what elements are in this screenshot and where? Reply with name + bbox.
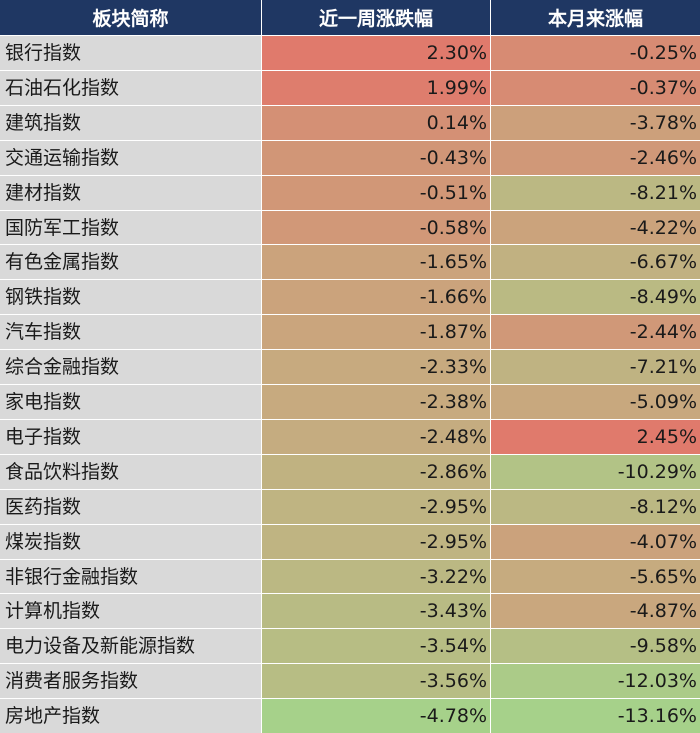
month-change-cell: -2.46%: [491, 140, 700, 175]
month-change-cell: -7.21%: [491, 350, 700, 385]
week-change-cell: 0.14%: [262, 105, 491, 140]
week-change-cell: -2.86%: [262, 454, 491, 489]
week-change-cell: -3.22%: [262, 559, 491, 594]
table-row: 综合金融指数 -2.33% -7.21%: [0, 349, 700, 385]
sector-name-cell: 电子指数: [0, 419, 262, 454]
week-change-cell: -0.43%: [262, 140, 491, 175]
table-row: 有色金属指数 -1.65% -6.67%: [0, 244, 700, 280]
sector-name-cell: 银行指数: [0, 36, 262, 70]
week-change-cell: -1.66%: [262, 280, 491, 315]
week-change-cell: -1.87%: [262, 315, 491, 350]
month-change-cell: -3.78%: [491, 105, 700, 140]
week-change-cell: -0.58%: [262, 210, 491, 245]
month-change-cell: -5.09%: [491, 385, 700, 419]
month-change-cell: -2.44%: [491, 315, 700, 350]
month-change-cell: -12.03%: [491, 664, 700, 699]
sector-name-cell: 计算机指数: [0, 594, 262, 629]
sector-name-cell: 煤炭指数: [0, 524, 262, 559]
table-row: 食品饮料指数 -2.86% -10.29%: [0, 453, 700, 489]
table-row: 计算机指数 -3.43% -4.87%: [0, 593, 700, 629]
week-change-cell: -2.95%: [262, 524, 491, 559]
month-change-cell: -9.58%: [491, 629, 700, 664]
table-row: 消费者服务指数 -3.56% -12.03%: [0, 663, 700, 699]
week-change-cell: -2.33%: [262, 350, 491, 385]
sector-name-cell: 综合金融指数: [0, 350, 262, 385]
table-row: 汽车指数 -1.87% -2.44%: [0, 314, 700, 350]
table-row: 医药指数 -2.95% -8.12%: [0, 488, 700, 524]
sector-name-cell: 医药指数: [0, 489, 262, 524]
sector-name-cell: 有色金属指数: [0, 245, 262, 280]
month-change-cell: -0.25%: [491, 36, 700, 70]
month-change-cell: -6.67%: [491, 245, 700, 280]
sector-name-cell: 非银行金融指数: [0, 559, 262, 594]
month-change-cell: -0.37%: [491, 70, 700, 105]
week-change-cell: -1.65%: [262, 245, 491, 280]
sector-name-cell: 家电指数: [0, 385, 262, 419]
table-row: 电子指数 -2.48% 2.45%: [0, 418, 700, 454]
sector-name-cell: 建筑指数: [0, 105, 262, 140]
table-row: 石油石化指数 1.99% -0.37%: [0, 69, 700, 105]
month-change-cell: -4.07%: [491, 524, 700, 559]
sector-name-cell: 建材指数: [0, 175, 262, 210]
sector-name-cell: 消费者服务指数: [0, 664, 262, 699]
month-change-cell: -10.29%: [491, 454, 700, 489]
week-change-cell: -4.78%: [262, 699, 491, 733]
month-change-cell: -4.87%: [491, 594, 700, 629]
table-row: 非银行金融指数 -3.22% -5.65%: [0, 558, 700, 594]
month-change-cell: -5.65%: [491, 559, 700, 594]
sector-name-cell: 汽车指数: [0, 315, 262, 350]
table-row: 建材指数 -0.51% -8.21%: [0, 174, 700, 210]
week-change-cell: -2.95%: [262, 489, 491, 524]
sector-name-cell: 石油石化指数: [0, 70, 262, 105]
week-change-cell: 2.30%: [262, 36, 491, 70]
sector-name-cell: 房地产指数: [0, 699, 262, 733]
header-month-change: 本月来涨幅: [491, 0, 700, 35]
week-change-cell: -3.43%: [262, 594, 491, 629]
table-row: 电力设备及新能源指数 -3.54% -9.58%: [0, 628, 700, 664]
table-row: 钢铁指数 -1.66% -8.49%: [0, 279, 700, 315]
sector-name-cell: 钢铁指数: [0, 280, 262, 315]
table-row: 银行指数 2.30% -0.25%: [0, 35, 700, 70]
table-row: 交通运输指数 -0.43% -2.46%: [0, 139, 700, 175]
week-change-cell: -3.56%: [262, 664, 491, 699]
week-change-cell: -3.54%: [262, 629, 491, 664]
sector-name-cell: 食品饮料指数: [0, 454, 262, 489]
week-change-cell: -0.51%: [262, 175, 491, 210]
week-change-cell: 1.99%: [262, 70, 491, 105]
table-row: 房地产指数 -4.78% -13.16%: [0, 698, 700, 733]
header-week-change: 近一周涨跌幅: [262, 0, 491, 35]
table-row: 煤炭指数 -2.95% -4.07%: [0, 523, 700, 559]
table-row: 建筑指数 0.14% -3.78%: [0, 104, 700, 140]
month-change-cell: -4.22%: [491, 210, 700, 245]
week-change-cell: -2.48%: [262, 419, 491, 454]
table-row: 家电指数 -2.38% -5.09%: [0, 384, 700, 419]
sector-name-cell: 交通运输指数: [0, 140, 262, 175]
header-sector-name: 板块简称: [0, 0, 262, 35]
month-change-cell: -13.16%: [491, 699, 700, 733]
sector-name-cell: 国防军工指数: [0, 210, 262, 245]
month-change-cell: -8.49%: [491, 280, 700, 315]
table-row: 国防军工指数 -0.58% -4.22%: [0, 209, 700, 245]
month-change-cell: -8.21%: [491, 175, 700, 210]
month-change-cell: 2.45%: [491, 419, 700, 454]
sector-name-cell: 电力设备及新能源指数: [0, 629, 262, 664]
week-change-cell: -2.38%: [262, 385, 491, 419]
month-change-cell: -8.12%: [491, 489, 700, 524]
